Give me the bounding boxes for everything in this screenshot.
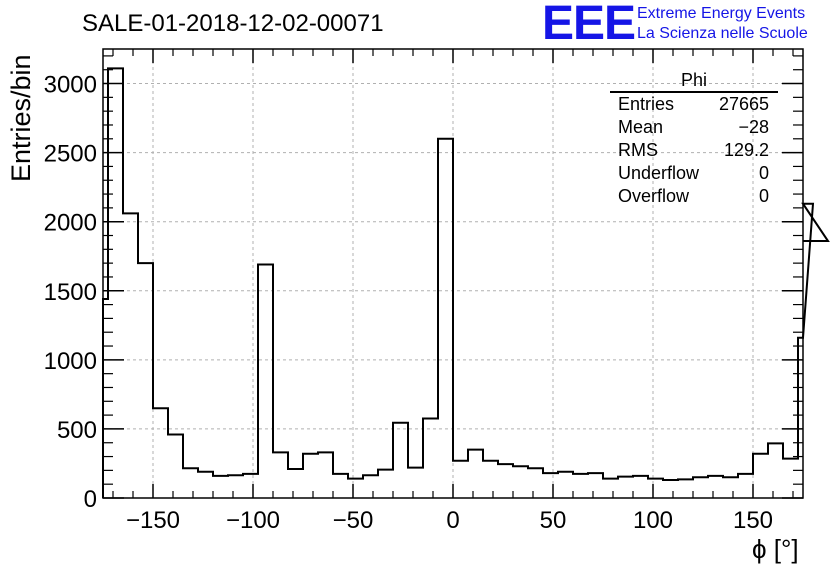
logo-line-2: La Scienza nelle Scuole — [637, 25, 808, 42]
y-tick-label: 3000 — [44, 72, 97, 99]
stats-row-rms: RMS 129.2 — [610, 139, 778, 162]
stats-value: 27665 — [718, 94, 769, 114]
x-tick-labels: −150 −100 −50 0 50 100 150 — [126, 507, 773, 534]
stats-label: RMS — [618, 140, 658, 160]
x-tick-label: 50 — [540, 507, 567, 534]
y-tick-label: 1000 — [44, 348, 97, 375]
histogram-outline — [102, 67, 830, 498]
chart-title: SALE-01-2018-12-02-00071 — [82, 10, 384, 37]
stats-row-mean: Mean −28 — [610, 116, 778, 139]
axis-ticks — [103, 49, 803, 499]
stats-value: 0 — [758, 163, 769, 183]
y-tick-label: 2000 — [44, 210, 97, 237]
x-tick-label: 150 — [733, 507, 773, 534]
stats-label: Overflow — [618, 186, 690, 206]
stats-row-overflow: Overflow 0 — [610, 185, 778, 208]
stats-title: Phi — [610, 70, 778, 93]
stats-row-entries: Entries 27665 — [610, 93, 778, 116]
stats-value: 129.2 — [723, 140, 769, 160]
x-tick-label: 100 — [633, 507, 673, 534]
y-tick-label: 1500 — [44, 279, 97, 306]
stats-value: 0 — [758, 186, 769, 206]
x-tick-label: −150 — [126, 507, 180, 534]
y-axis-label: Entries/bin — [6, 54, 36, 182]
eee-logo: EEE — [542, 0, 636, 50]
stats-label: Mean — [618, 117, 664, 137]
x-tick-label: −100 — [226, 507, 280, 534]
stats-value: −28 — [738, 117, 769, 137]
stats-label: Entries — [618, 94, 675, 114]
x-tick-label: 0 — [446, 507, 459, 534]
stats-row-underflow: Underflow 0 — [610, 162, 778, 185]
y-tick-label: 2500 — [44, 141, 97, 168]
logo-caption: Extreme Energy Events La Scienza nelle S… — [637, 4, 808, 44]
logo-line-1: Extreme Energy Events — [637, 5, 806, 22]
y-tick-labels: 0 500 1000 1500 2000 2500 3000 — [44, 72, 97, 513]
y-tick-label: 500 — [57, 417, 97, 444]
stats-label: Underflow — [618, 163, 700, 183]
x-axis-label: ϕ [°] — [752, 534, 799, 564]
x-tick-label: −50 — [333, 507, 374, 534]
y-tick-label: 0 — [84, 486, 97, 513]
stats-box: Phi Entries 27665 Mean −28 RMS 129.2 Und… — [610, 70, 778, 208]
